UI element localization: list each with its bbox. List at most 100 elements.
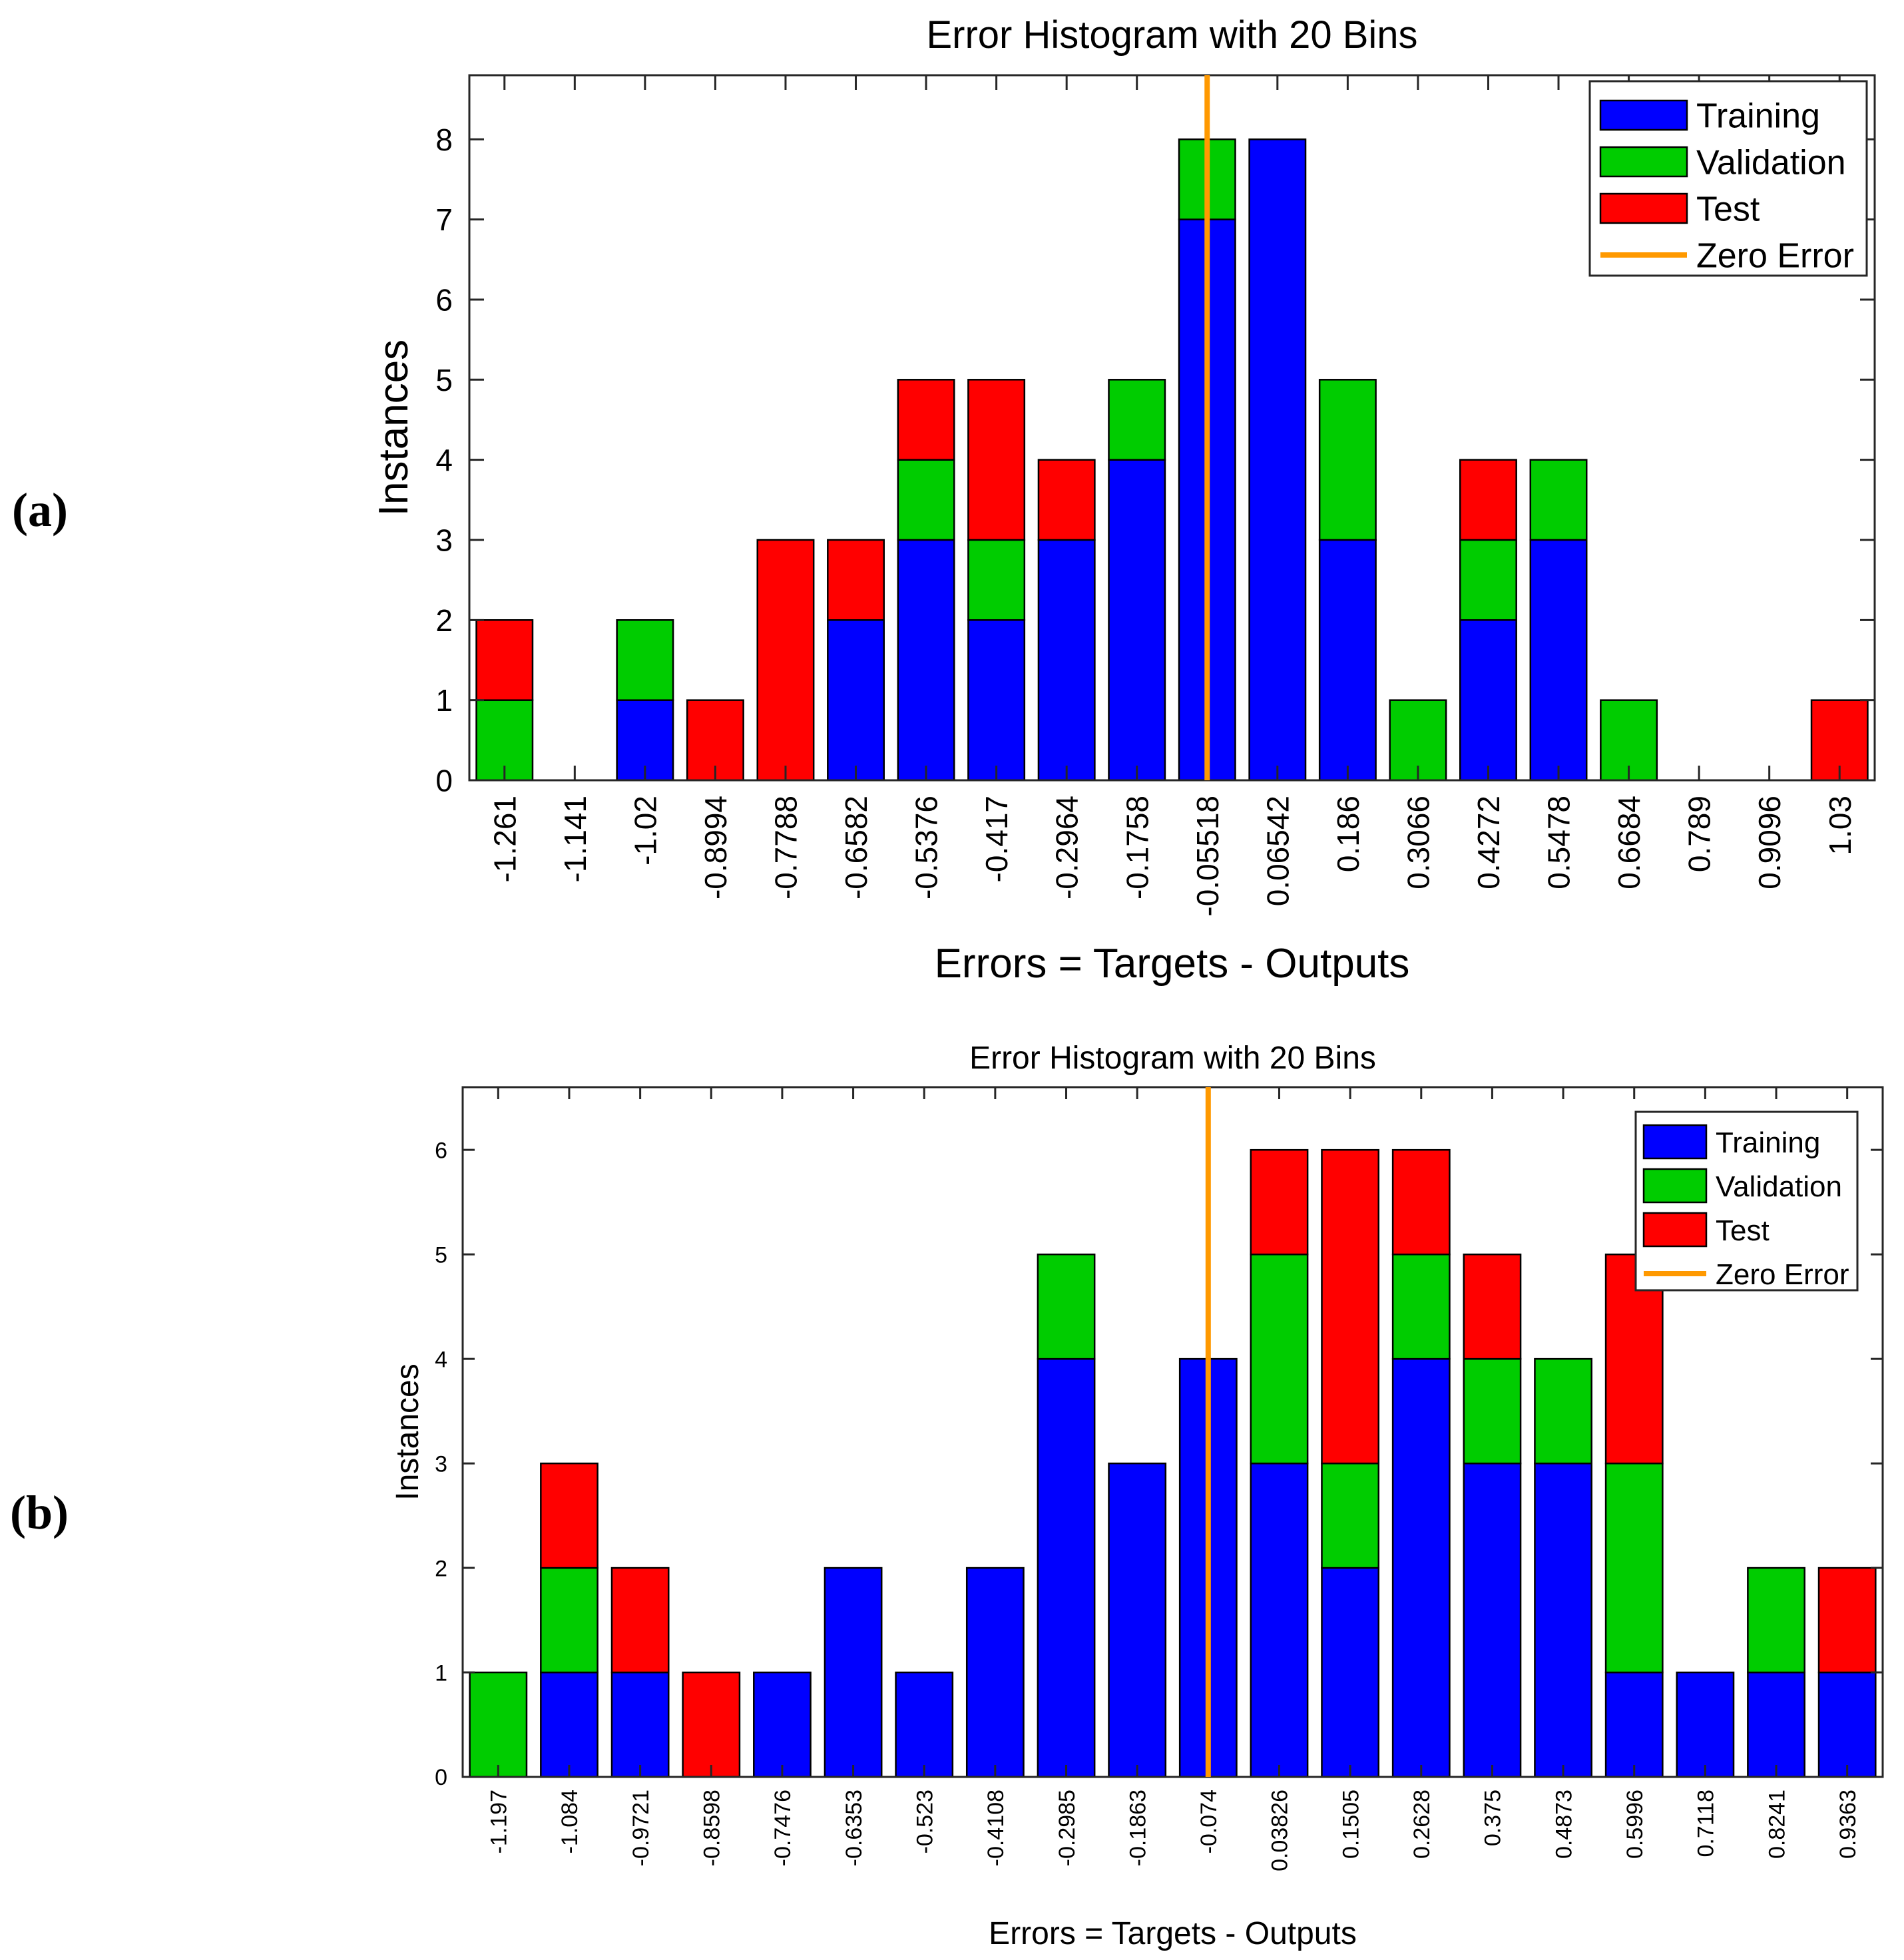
bar-test-3 [682, 1671, 741, 1778]
y-tick-label: 8 [435, 122, 453, 157]
bar-validation-1 [540, 1567, 598, 1674]
x-tick-label: -1.261 [487, 796, 522, 882]
y-axis-label: Instances [371, 340, 417, 516]
bar-test-2 [610, 1567, 670, 1674]
x-tick-label: -0.8994 [698, 796, 733, 899]
y-tick-label: 5 [435, 1242, 447, 1268]
x-tick-label: 1.03 [1823, 796, 1857, 856]
x-tick-label: -1.141 [558, 796, 593, 882]
bar-training-5 [827, 619, 885, 782]
legend-swatch-test [1642, 1212, 1708, 1248]
x-tick-label: 0.2628 [1409, 1790, 1435, 1859]
x-tick-label: -0.9721 [628, 1790, 654, 1866]
bar-training-16 [1604, 1671, 1664, 1778]
bar-validation-18 [1747, 1567, 1805, 1674]
y-tick-label: 2 [435, 1556, 447, 1581]
bar-test-13 [1391, 1148, 1451, 1256]
legend-swatch-training [1642, 1124, 1708, 1160]
x-tick-label: 0.789 [1682, 796, 1717, 872]
bar-training-15 [1529, 539, 1588, 782]
legend-label: Training [1696, 97, 1820, 136]
bar-validation-11 [1250, 1253, 1309, 1465]
bar-training-14 [1459, 619, 1517, 782]
y-tick-label: 7 [435, 202, 453, 237]
bar-training-8 [1037, 539, 1096, 782]
y-tick-label: 0 [435, 1765, 447, 1790]
legend-label: Test [1716, 1214, 1770, 1247]
bar-test-1 [540, 1462, 598, 1569]
legend-swatch-test [1599, 192, 1688, 224]
bar-test-6 [897, 379, 955, 461]
y-tick-label: 6 [435, 283, 453, 318]
bar-validation-6 [897, 459, 955, 541]
x-axis-label: Errors = Targets - Outputs [989, 1916, 1357, 1951]
legend-swatch-validation [1642, 1168, 1708, 1204]
y-tick-label: 1 [435, 683, 453, 718]
y-tick-label: 2 [435, 603, 453, 638]
bar-training-12 [1318, 539, 1377, 782]
x-tick-label: -0.523 [912, 1790, 937, 1853]
x-tick-label: -0.7788 [769, 796, 804, 899]
bar-validation-14 [1459, 539, 1517, 621]
bar-training-17 [1676, 1671, 1735, 1778]
y-tick-label: 5 [435, 363, 453, 397]
bar-training-11 [1250, 1462, 1309, 1778]
bar-validation-12 [1318, 379, 1377, 541]
bar-training-2 [610, 1671, 670, 1778]
legend-label: Validation [1716, 1170, 1842, 1203]
y-axis-label: Instances [390, 1363, 425, 1500]
x-tick-label: 0.7118 [1694, 1790, 1719, 1857]
x-tick-label: -0.7476 [770, 1790, 796, 1866]
bar-training-4 [753, 1671, 812, 1778]
bar-training-11 [1248, 138, 1307, 782]
x-tick-label: 0.375 [1481, 1790, 1506, 1846]
legend-swatch-training [1599, 99, 1688, 131]
x-tick-label: 0.03826 [1268, 1790, 1293, 1871]
x-tick-label: -0.5376 [909, 796, 944, 899]
y-tick-label: 4 [435, 443, 453, 477]
x-tick-label: 0.06542 [1260, 796, 1295, 906]
y-tick-label: 3 [435, 523, 453, 558]
y-tick-label: 6 [435, 1138, 447, 1163]
bar-validation-12 [1321, 1462, 1380, 1569]
x-tick-label: -0.2964 [1050, 796, 1084, 899]
x-tick-label: -0.1758 [1120, 796, 1154, 899]
x-tick-label: -1.084 [557, 1790, 583, 1853]
bar-test-14 [1463, 1253, 1522, 1360]
bar-training-9 [1108, 459, 1166, 782]
bar-training-13 [1391, 1357, 1451, 1778]
bar-training-7 [965, 1567, 1025, 1778]
x-tick-label: 0.4873 [1551, 1790, 1576, 1859]
histogram-a: Error Histogram with 20 Bins 0 1 2 3 4 5 6 7 8 -1.… [371, 13, 1876, 987]
bar-training-6 [897, 539, 955, 782]
bar-training-9 [1108, 1462, 1167, 1778]
x-tick-label: 0.5478 [1542, 796, 1576, 889]
x-tick-label: -0.4108 [983, 1790, 1009, 1866]
bar-test-5 [827, 539, 885, 621]
bar-validation-9 [1108, 379, 1166, 461]
bar-validation-13 [1391, 1253, 1451, 1360]
bar-training-18 [1747, 1671, 1805, 1778]
bar-test-14 [1459, 459, 1517, 541]
bar-validation-15 [1529, 459, 1588, 541]
axes-frame [468, 74, 1876, 782]
x-tick-label: 0.5996 [1622, 1790, 1648, 1859]
bar-test-7 [967, 379, 1026, 541]
x-tick-label: -0.05518 [1190, 796, 1225, 917]
bar-validation-2 [616, 619, 674, 701]
legend-label: Zero Error [1696, 237, 1854, 276]
legend-swatch-validation [1599, 146, 1688, 178]
legend-label: Training [1716, 1126, 1820, 1159]
bar-validation-14 [1463, 1357, 1522, 1465]
bar-test-8 [1037, 459, 1096, 541]
y-tick-label: 3 [435, 1451, 447, 1477]
bar-validation-0 [469, 1671, 528, 1778]
x-tick-label: -0.2985 [1055, 1790, 1080, 1866]
x-tick-label: -0.6353 [841, 1790, 867, 1866]
x-tick-label: -0.1863 [1125, 1790, 1150, 1866]
axes-frame [461, 1086, 1884, 1778]
bar-training-19 [1817, 1671, 1877, 1778]
legend-label: Test [1696, 190, 1760, 229]
chart-title: Error Histogram with 20 Bins [926, 13, 1417, 57]
